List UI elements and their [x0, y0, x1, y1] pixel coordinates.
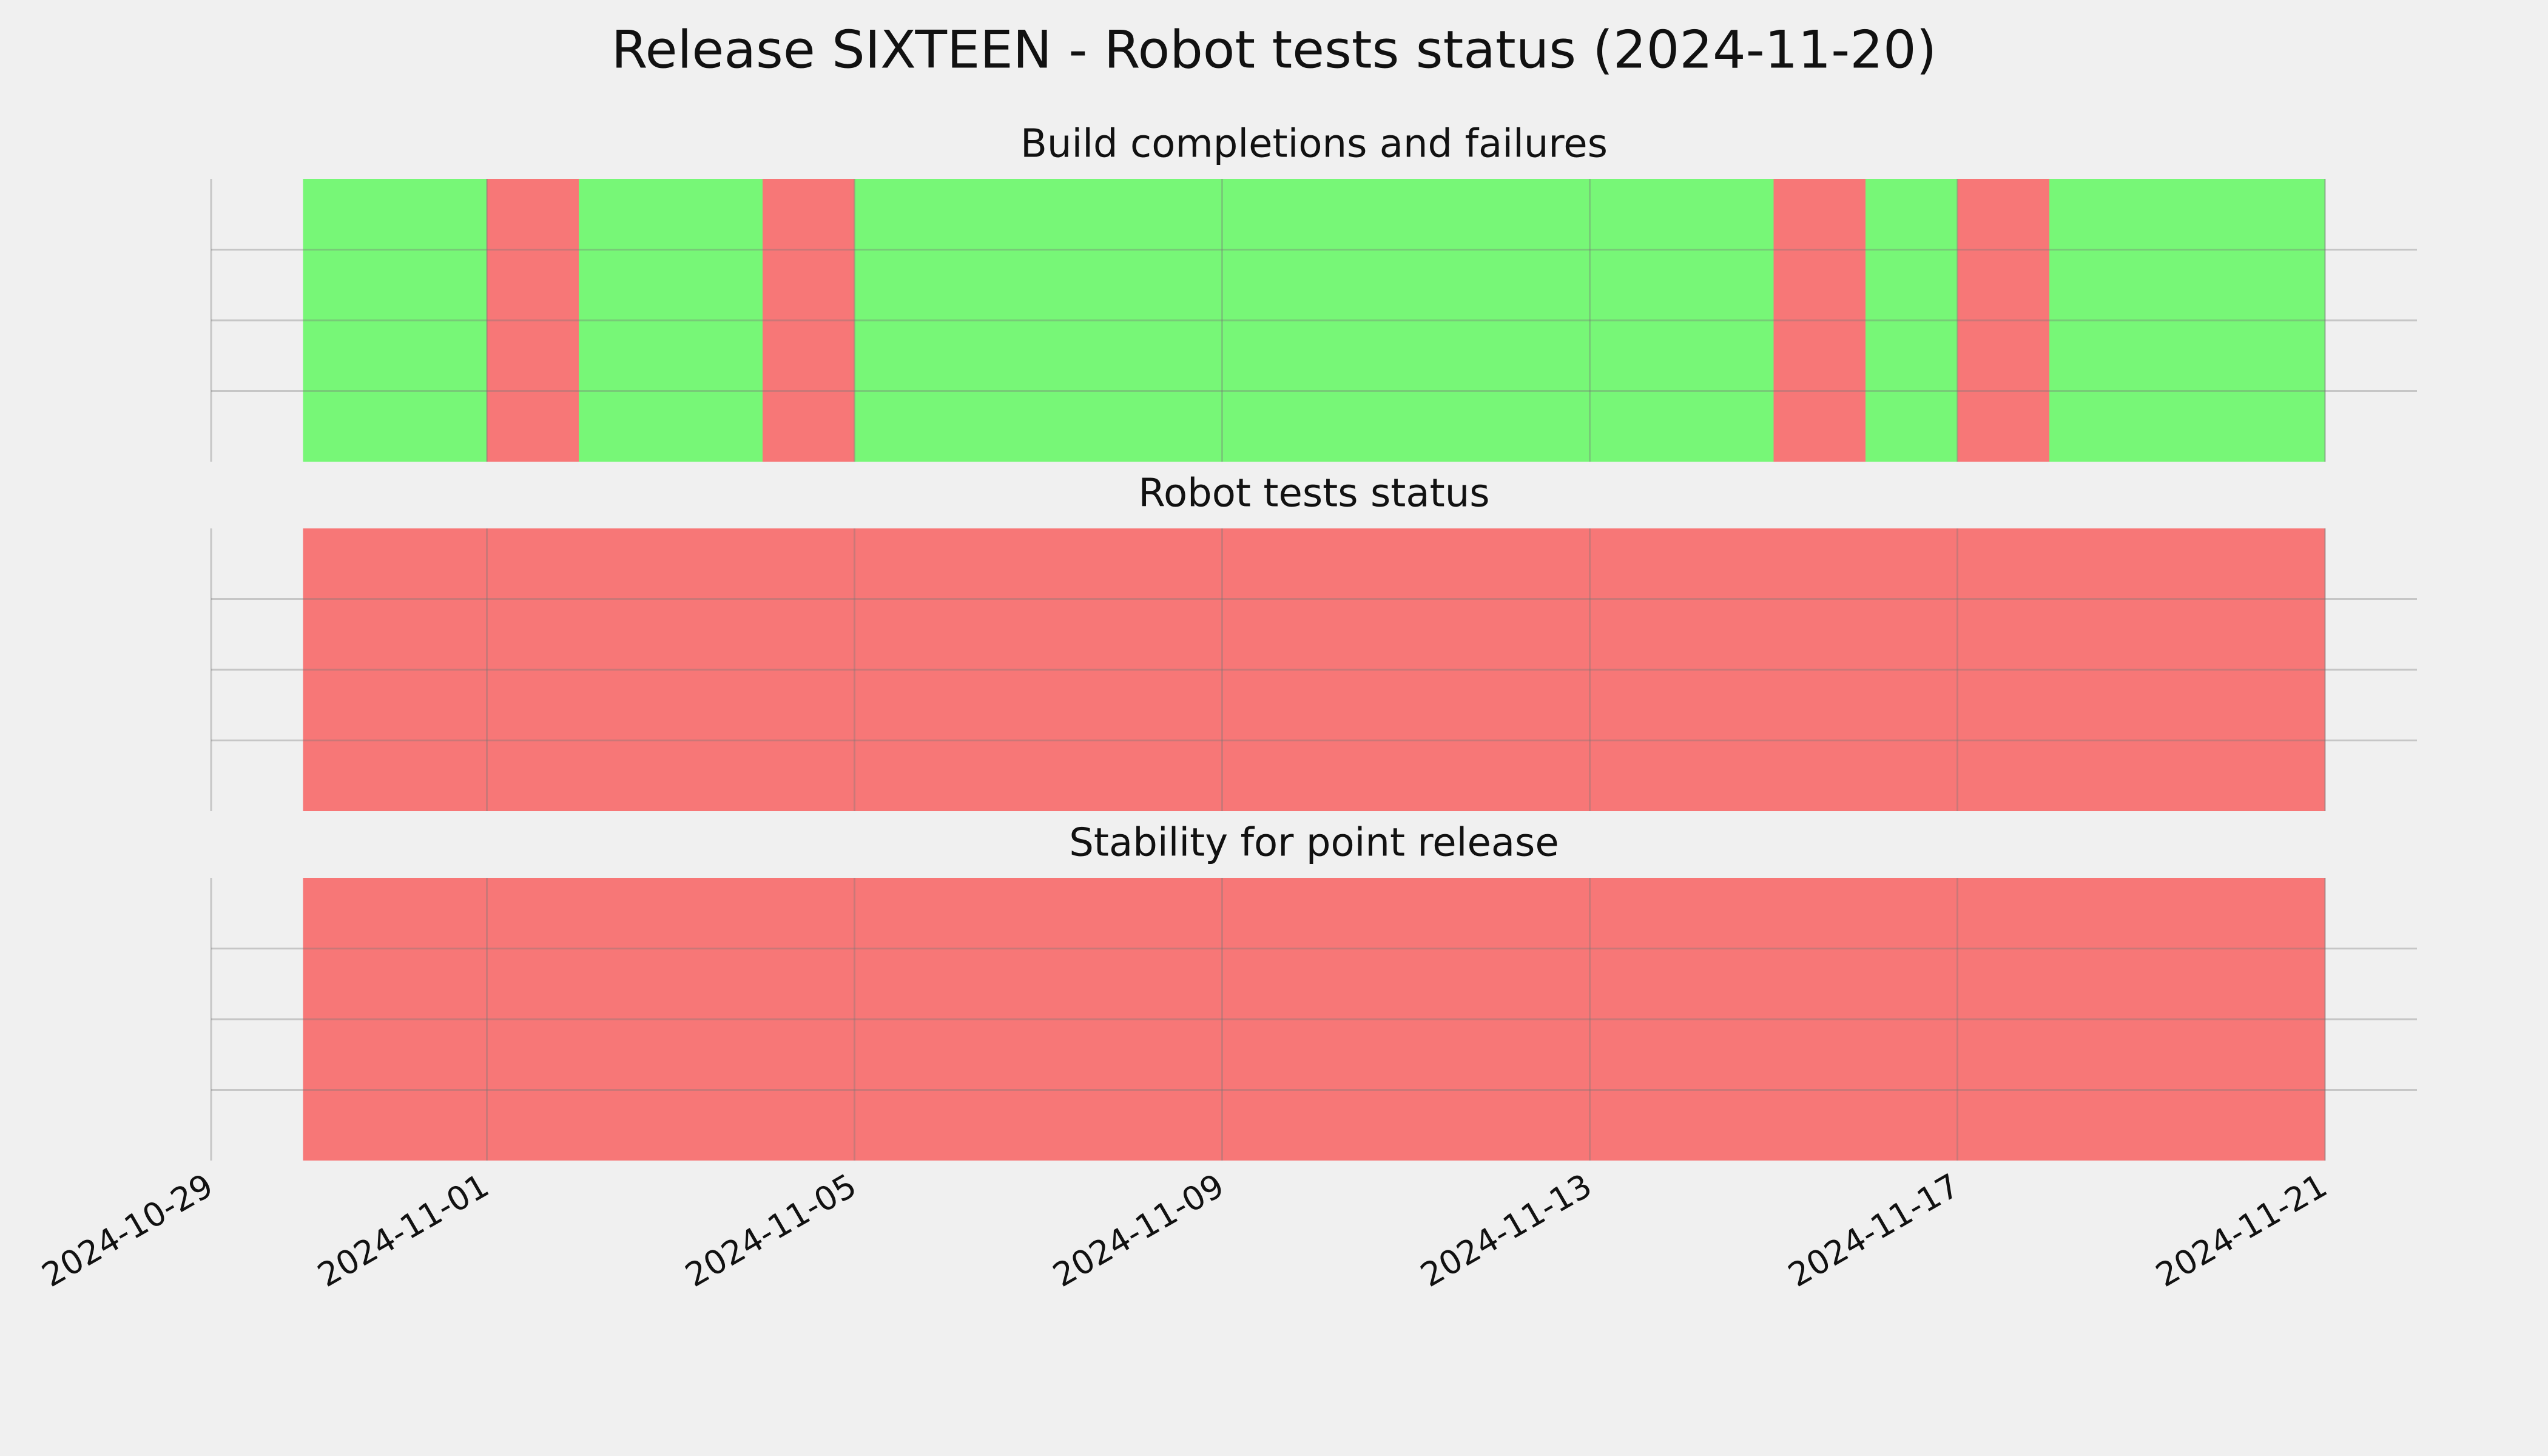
status-segment — [579, 179, 763, 462]
status-segment — [763, 179, 855, 462]
status-segment — [1957, 179, 2049, 462]
panel-title: Build completions and failures — [1020, 122, 1608, 167]
panel-title: Stability for point release — [1069, 821, 1559, 866]
panel-title: Robot tests status — [1138, 471, 1489, 516]
status-segment — [303, 878, 2325, 1161]
status-segment — [1773, 179, 1866, 462]
status-segment — [1866, 179, 1958, 462]
status-segment — [2049, 179, 2325, 462]
status-segment — [303, 179, 487, 462]
status-segment — [487, 179, 579, 462]
status-segment — [854, 179, 1774, 462]
status-segment — [303, 528, 2325, 811]
chart-title: Release SIXTEEN - Robot tests status (20… — [612, 19, 1937, 80]
